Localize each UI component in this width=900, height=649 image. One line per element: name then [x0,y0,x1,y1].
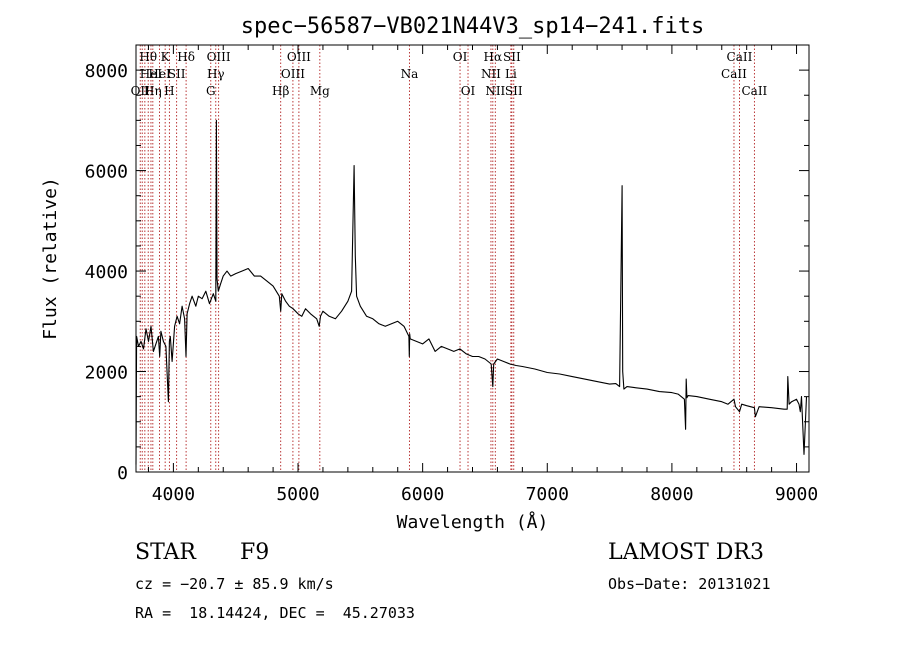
y-tick-label: 4000 [85,262,128,283]
plot-frame [135,44,810,473]
x-tick-label: 7000 [526,484,569,505]
spectrum-line [135,119,808,465]
spectral-line-label: G [206,84,216,98]
spectral-line-label: NII [481,67,501,81]
survey-name: LAMOST DR3 [608,540,764,565]
spectral-line-label: SII [503,50,521,64]
spectral-line-label: Hβ [272,84,289,98]
spectral-line-label: Hθ [139,50,157,64]
coordinates-text: RA = 18.14424, DEC = 45.27033 [135,604,415,622]
y-tick-label: 0 [117,463,128,484]
x-tick-label: 9000 [775,484,818,505]
spectral-line-label: OIII [281,67,305,81]
x-tick-label: 8000 [650,484,693,505]
y-tick-label: 8000 [85,61,128,82]
chart-title: spec−56587−VB021N44V3_sp14−241.fits [241,14,705,39]
spectral-line-label: OIII [287,50,311,64]
y-tick-label: 6000 [85,162,128,183]
spectral-line-label: Na [401,67,419,81]
spectral-line-label: OI [453,50,468,64]
spectral-line-label: K [161,50,171,64]
spectral-line-label: SII [505,84,523,98]
spectral-line-label: Hγ [207,67,225,81]
spectral-line-label: CaII [741,84,767,98]
spectral-line-label: Li [505,67,517,81]
spectral-line-label: HeI [140,67,163,81]
x-tick-label: 6000 [401,484,444,505]
spectral-line-label: SII [168,67,186,81]
spectral-line-label: Hα [484,50,503,64]
y-tick-label: 2000 [85,363,128,384]
spectral-line-label: NII [485,84,505,98]
x-axis-label: Wavelength (Å) [397,511,549,533]
spectral-line-label: Hη [144,84,162,98]
redshift-text: cz = −20.7 ± 85.9 km/s [135,575,334,593]
spectral-line-label: Hδ [177,50,195,64]
x-tick-label: 5000 [276,484,319,505]
spectral-line-label: HeI [148,67,171,81]
y-axis-label: Flux (relative) [40,177,61,340]
x-tick-label: 4000 [152,484,195,505]
spectral-line-label: CaII [721,67,747,81]
object-subclass: F9 [240,540,270,565]
spectral-line-label: OIII [207,50,231,64]
spectral-line-label: H [164,84,174,98]
obs-date-text: Obs−Date: 20131021 [608,575,771,593]
spectral-line-label: Mg [310,84,330,98]
spectral-line-label: CaII [727,50,753,64]
spectral-line-label: OII [131,84,151,98]
object-type: STAR [135,540,196,565]
spectral-line-label: OI [461,84,476,98]
